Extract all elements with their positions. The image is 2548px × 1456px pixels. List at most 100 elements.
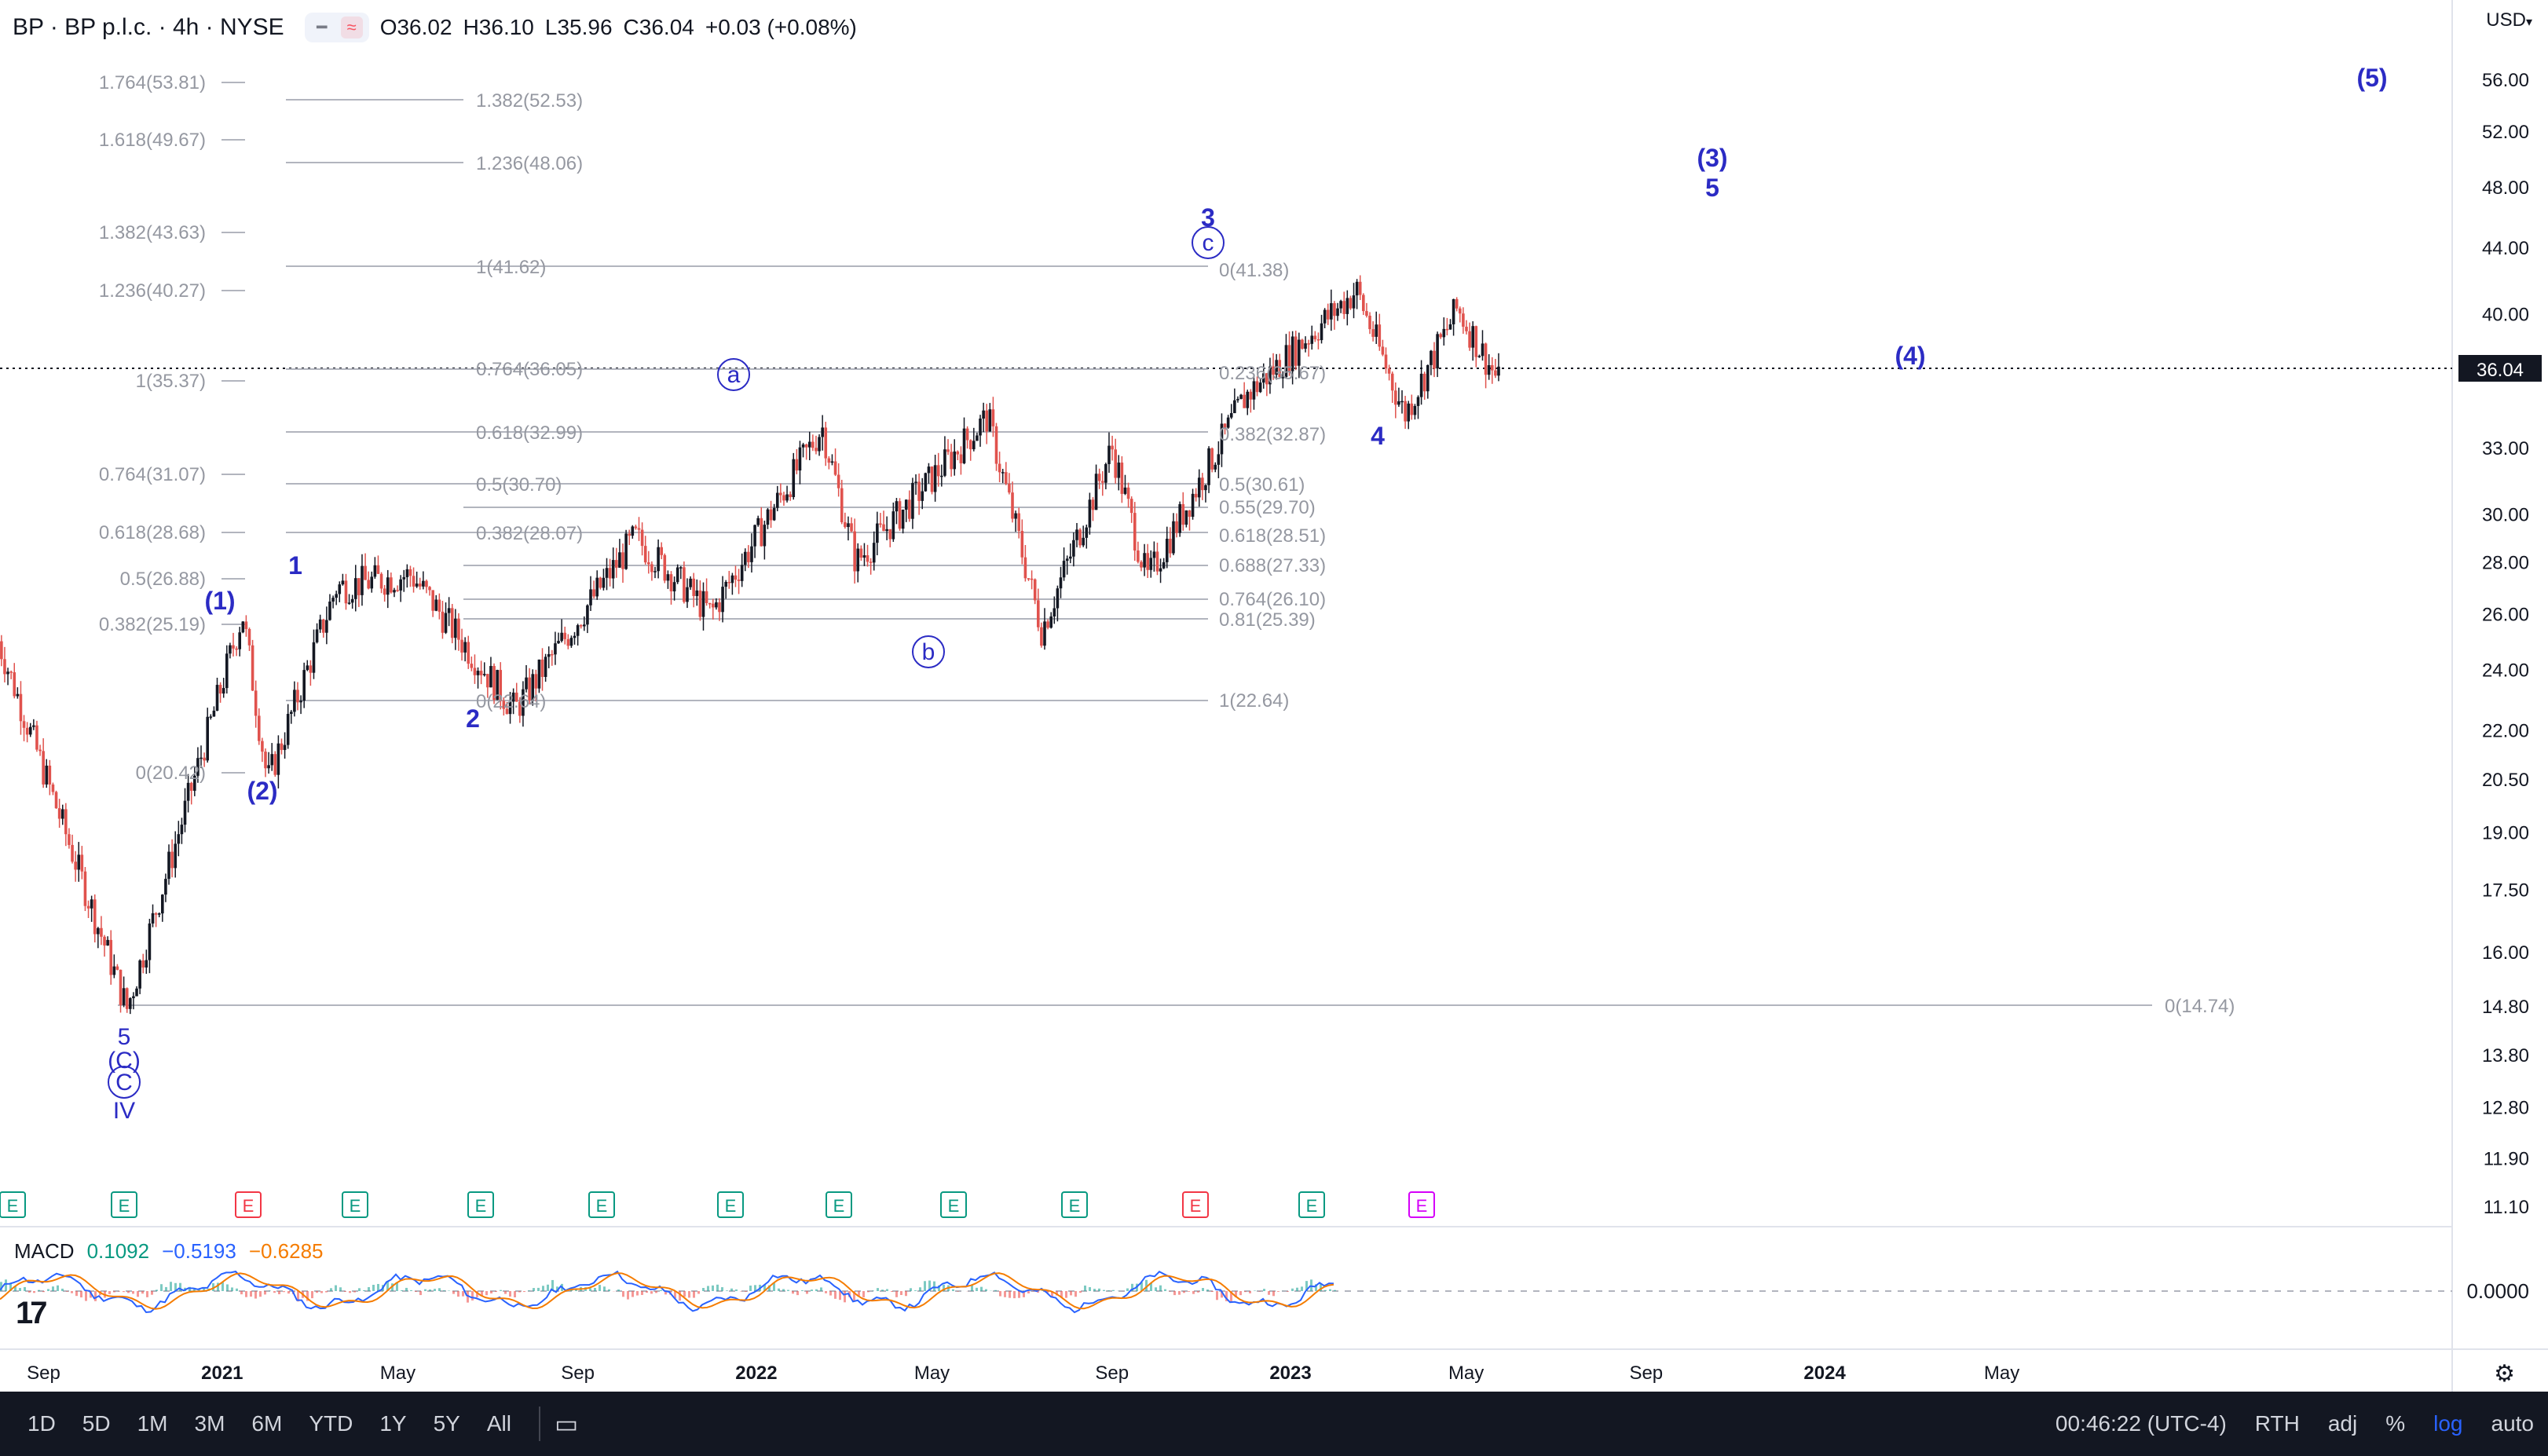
calendar-range-icon[interactable]: ▭ — [554, 1410, 579, 1438]
price-tick-label: 56.00 — [2482, 70, 2529, 91]
price-tick-label: 48.00 — [2482, 177, 2529, 199]
candle-body — [325, 620, 328, 633]
earnings-event-icon[interactable] — [826, 1191, 852, 1218]
candle-body — [557, 641, 560, 644]
timeframe-5y[interactable]: 5Y — [433, 1411, 460, 1436]
earnings-event-icon[interactable] — [1298, 1191, 1325, 1218]
fib-left-label: 0(20.42) — [136, 763, 206, 784]
earnings-event-icon[interactable] — [588, 1191, 615, 1218]
candle-body — [390, 577, 393, 593]
macd-histogram-bar — [462, 1291, 464, 1297]
timeframe-ytd[interactable]: YTD — [309, 1411, 353, 1436]
candle-body — [1027, 578, 1031, 580]
macd-histogram-bar — [118, 1291, 120, 1292]
earnings-event-icon[interactable] — [235, 1191, 262, 1218]
candle-body — [335, 594, 338, 598]
timeframe-1d[interactable]: 1D — [27, 1411, 56, 1436]
macd-histogram-bar — [236, 1288, 238, 1291]
candle-body — [891, 511, 895, 540]
tradingview-logo-icon[interactable]: 17 — [16, 1296, 47, 1330]
candle-body — [1484, 343, 1488, 375]
earnings-event-icon[interactable] — [467, 1191, 494, 1218]
macd-histogram-bar — [245, 1291, 247, 1297]
macd-histogram-bar — [306, 1291, 309, 1301]
macd-histogram-bar — [1315, 1284, 1317, 1291]
macd-histogram-bar — [551, 1279, 554, 1291]
session-toggle[interactable]: RTH — [2254, 1411, 2300, 1436]
candle-body — [1458, 308, 1462, 314]
candle-body — [1159, 568, 1162, 572]
symbol-title[interactable]: BP · BP p.l.c. · 4h · NYSE — [13, 14, 284, 40]
candle-body — [212, 710, 216, 717]
candle-body — [235, 648, 238, 650]
candle-body — [54, 792, 58, 809]
candle-body — [299, 701, 302, 703]
earnings-event-icon[interactable] — [1408, 1191, 1435, 1218]
macd-histogram-bar — [608, 1289, 610, 1291]
timeframe-3m[interactable]: 3M — [194, 1411, 225, 1436]
candle-body — [650, 564, 653, 573]
earnings-event-icon[interactable] — [342, 1191, 368, 1218]
earnings-event-icon[interactable] — [940, 1191, 967, 1218]
timeframe-all[interactable]: All — [486, 1411, 511, 1436]
wave-icon[interactable]: ≈ — [340, 16, 363, 38]
log-toggle[interactable]: log — [2433, 1411, 2463, 1436]
macd-histogram-bar — [660, 1290, 662, 1291]
clock-label[interactable]: 00:46:22 (UTC-4) — [2055, 1411, 2227, 1436]
macd-histogram-bar — [1159, 1285, 1162, 1291]
macd-value-1: 0.1092 — [86, 1239, 150, 1263]
symbol-header: BP · BP p.l.c. · 4h · NYSE ━ ≈ O36.02 H3… — [0, 0, 857, 55]
minus-icon[interactable]: ━ — [317, 17, 328, 37]
earnings-event-icon[interactable] — [111, 1191, 137, 1218]
macd-histogram-bar — [353, 1291, 356, 1293]
earnings-event-label: E — [725, 1196, 737, 1216]
candle-body — [83, 871, 87, 906]
candle-body — [68, 834, 71, 845]
candle-body — [611, 560, 615, 579]
timeframe-1m[interactable]: 1M — [137, 1411, 168, 1436]
candle-body — [1062, 561, 1066, 578]
macd-histogram-bar — [212, 1282, 214, 1291]
candle-body — [901, 510, 905, 529]
macd-histogram-bar — [792, 1291, 794, 1294]
macd-histogram-bar — [452, 1291, 455, 1294]
candles — [0, 275, 1500, 1015]
price-axis[interactable]: 56.00 52.00 48.00 44.00 40.00 33.00 30.00 28.00… — [2482, 70, 2529, 1218]
macd-histogram-bar — [891, 1291, 893, 1292]
candle-body — [701, 591, 705, 617]
macd-legend[interactable]: MACD 0.1092 −0.5193 −0.6285 — [14, 1239, 324, 1264]
adj-toggle[interactable]: adj — [2327, 1411, 2358, 1436]
earnings-event-icon[interactable] — [717, 1191, 744, 1218]
candle-body — [241, 621, 245, 633]
earnings-event-icon[interactable] — [1061, 1191, 1088, 1218]
candle-body — [595, 577, 599, 597]
macd-histogram-bar — [594, 1287, 596, 1291]
header-controls[interactable]: ━ ≈ — [304, 13, 369, 42]
candle-body — [1439, 334, 1443, 338]
candle-body — [708, 602, 712, 605]
macd-histogram-bar — [910, 1288, 912, 1291]
candle-body — [28, 726, 32, 735]
candle-body — [450, 608, 454, 638]
macd-histogram-bar — [429, 1289, 431, 1291]
gear-icon[interactable]: ⚙ — [2494, 1361, 2515, 1387]
earnings-event-icon[interactable] — [0, 1191, 26, 1218]
currency-selector[interactable]: USD▾ — [2486, 9, 2532, 31]
candle-body — [683, 567, 686, 602]
candle-body — [457, 618, 460, 640]
earnings-event-icon[interactable] — [1182, 1191, 1209, 1218]
candle-body — [331, 598, 335, 602]
macd-histogram-bar — [1235, 1291, 1237, 1297]
candle-body — [1249, 391, 1253, 400]
time-axis[interactable]: Sep 2021 May Sep 2022 May Sep 2023 May Sep 2024 May — [27, 1363, 2019, 1384]
candle-body — [511, 692, 515, 702]
timeframe-6m[interactable]: 6M — [251, 1411, 283, 1436]
candle-body — [1272, 366, 1275, 375]
auto-toggle[interactable]: auto — [2491, 1411, 2535, 1436]
timeframe-1y[interactable]: 1Y — [379, 1411, 407, 1436]
percent-toggle[interactable]: % — [2385, 1411, 2406, 1436]
macd-histogram-bar — [443, 1290, 445, 1291]
timeframe-5d[interactable]: 5D — [82, 1411, 111, 1436]
